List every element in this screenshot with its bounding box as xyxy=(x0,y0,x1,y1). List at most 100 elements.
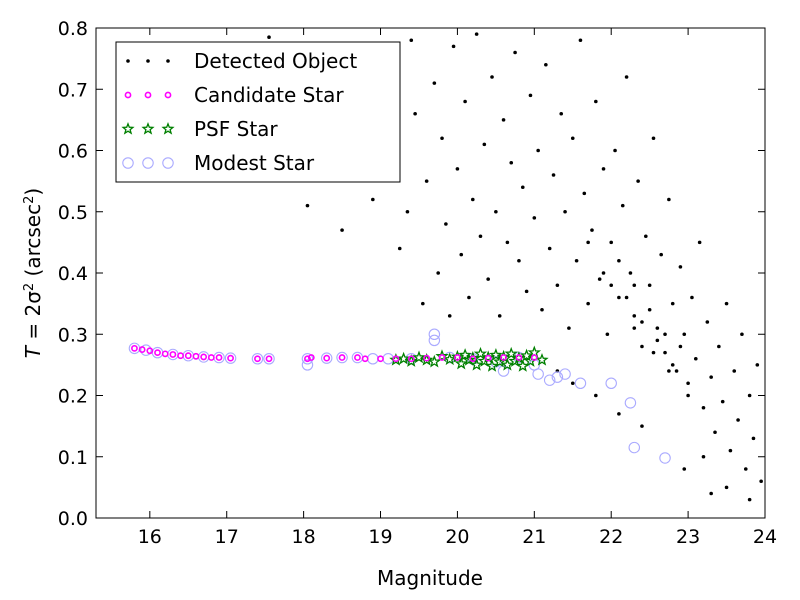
y-axis-title-part: = 2σ xyxy=(21,291,45,346)
detected-object-point xyxy=(413,111,417,116)
detected-object-point xyxy=(667,369,671,373)
legend-label: Detected Object xyxy=(194,49,357,73)
detected-object-point xyxy=(636,179,640,183)
detected-object-point xyxy=(655,338,660,343)
detected-object-point xyxy=(440,136,444,141)
modest-star-point xyxy=(301,359,314,371)
detected-object-point xyxy=(632,326,637,330)
legend: Detected Object Candidate Star PSF Star Mod… xyxy=(115,41,401,183)
detected-object-point xyxy=(547,246,552,251)
detected-object-point xyxy=(371,197,375,202)
modest-star-point xyxy=(605,377,617,389)
psf-star-point xyxy=(481,350,495,364)
candidate-star-point xyxy=(423,354,431,362)
candidate-star-point xyxy=(207,354,215,361)
detected-object-point xyxy=(670,301,675,306)
detected-object-point xyxy=(397,246,402,251)
detected-object-point xyxy=(570,136,575,141)
modest-star-point xyxy=(167,348,179,361)
detected-object-point xyxy=(559,111,564,116)
candidate-star-point xyxy=(227,354,234,362)
psf-star-point xyxy=(519,348,534,362)
modest-star-point xyxy=(336,351,348,364)
candidate-star-point xyxy=(146,347,154,355)
detected-object-point xyxy=(467,295,471,300)
psf-star-point xyxy=(469,357,484,371)
detected-object-point xyxy=(659,252,663,257)
detected-object-point xyxy=(570,381,575,386)
legend-marker xyxy=(161,121,175,135)
modest-star-point xyxy=(320,352,333,364)
detected-object-point xyxy=(574,258,579,263)
x-tick-label: 22 xyxy=(599,526,623,548)
detected-object-point xyxy=(540,307,544,312)
candidate-star-point xyxy=(138,346,146,353)
detected-object-point xyxy=(494,209,498,214)
detected-object-point xyxy=(617,295,621,300)
modest-star-point xyxy=(224,352,237,364)
detected-object-point xyxy=(620,203,625,208)
legend-marker xyxy=(162,157,174,169)
detected-object-point xyxy=(582,191,587,196)
detected-object-point xyxy=(459,252,464,257)
modest-star-point xyxy=(551,371,564,383)
psf-star-point xyxy=(535,352,549,366)
y-axis-title-part: 2 xyxy=(22,196,37,204)
modest-star-point xyxy=(182,349,195,362)
detected-object-point xyxy=(663,332,667,337)
candidate-star-point xyxy=(154,349,161,357)
candidate-star-point xyxy=(354,354,361,361)
detected-object-point xyxy=(674,369,679,373)
detected-object-point xyxy=(555,283,560,288)
candidate-star-point xyxy=(304,355,311,363)
detected-object-point xyxy=(640,344,644,349)
psf-star-point xyxy=(485,359,499,372)
candidate-star-point xyxy=(192,352,200,360)
detected-object-point xyxy=(682,467,687,471)
candidate-star-point xyxy=(177,352,184,360)
modest-star-point xyxy=(559,368,571,380)
psf-star-point xyxy=(454,356,469,370)
detected-object-point xyxy=(647,307,652,312)
legend-marker xyxy=(122,157,134,169)
modest-star-point xyxy=(263,352,275,365)
psf-star-point xyxy=(450,349,465,363)
y-axis-title: T = 2σ2 (arcsec2) xyxy=(21,188,45,358)
detected-object-point xyxy=(470,197,475,202)
modest-star-point xyxy=(151,346,164,359)
modest-star-point xyxy=(532,368,544,380)
series-detected-object xyxy=(267,32,763,502)
y-axis-title-part: T xyxy=(21,344,45,358)
detected-object-point xyxy=(563,209,567,214)
psf-star-point xyxy=(404,354,418,367)
x-axis-title: Magnitude xyxy=(377,566,483,590)
detected-object-point xyxy=(717,344,721,349)
candidate-star-point xyxy=(265,355,273,363)
candidate-star-point xyxy=(131,344,138,352)
x-tick-label: 24 xyxy=(753,526,777,548)
detected-object-point xyxy=(747,393,752,398)
modest-star-point xyxy=(213,351,225,364)
series-modest-star xyxy=(128,328,671,464)
detected-object-point xyxy=(305,203,310,208)
x-tick-label: 20 xyxy=(445,526,469,548)
detected-object-point xyxy=(601,167,606,171)
detected-object-point xyxy=(693,356,698,361)
psf-star-point xyxy=(473,346,488,360)
detected-object-point xyxy=(624,295,629,300)
detected-object-point xyxy=(724,301,729,306)
psf-star-point xyxy=(496,349,511,363)
x-tick-label: 17 xyxy=(215,526,239,548)
modest-star-point xyxy=(628,441,641,454)
detected-object-point xyxy=(724,485,729,490)
candidate-star-point xyxy=(407,355,415,363)
detected-object-point xyxy=(624,75,629,79)
y-tick-label: 0.0 xyxy=(58,508,88,530)
detected-object-point xyxy=(713,430,717,435)
x-tick-label: 16 xyxy=(138,526,162,548)
psf-star-point xyxy=(516,359,530,372)
y-tick-label: 0.6 xyxy=(58,141,88,163)
candidate-star-point xyxy=(200,353,208,361)
detected-object-point xyxy=(655,326,660,330)
detected-object-point xyxy=(640,320,644,324)
